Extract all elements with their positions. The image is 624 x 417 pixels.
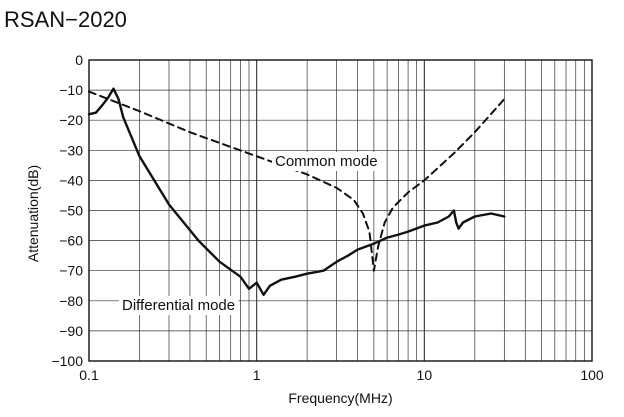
annotation-common-mode: Common mode <box>275 153 378 170</box>
y-tick-label: −20 <box>59 112 83 128</box>
y-tick-label: −60 <box>59 233 83 249</box>
y-tick-label: −30 <box>59 142 83 158</box>
x-tick-label: 0.1 <box>79 367 99 383</box>
series-line-common-mode <box>88 90 506 272</box>
y-tick-label: −70 <box>59 263 83 279</box>
y-tick-label: −10 <box>59 82 83 98</box>
x-axis-label: Frequency(MHz) <box>288 390 392 406</box>
chart-title: RSAN−2020 <box>4 7 127 32</box>
y-tick-label: −40 <box>59 172 83 188</box>
annotation-differential-mode: Differential mode <box>122 297 235 314</box>
x-tick-label: 1 <box>253 367 261 383</box>
plot-frame <box>88 59 593 362</box>
y-tick-label: 0 <box>75 52 83 68</box>
y-tick-labels: 0 −10 −20 −30 −40 −50 −60 −70 −80 −90 −100 <box>51 52 83 369</box>
y-tick-label: −80 <box>59 293 83 309</box>
y-tick-label: −50 <box>59 203 83 219</box>
y-axis-label: Attenuation(dB) <box>25 165 41 262</box>
series-line-differential-mode <box>87 87 506 296</box>
x-tick-labels: 0.1 1 10 100 <box>79 367 604 383</box>
x-tick-label: 10 <box>417 367 433 383</box>
y-tick-label: −100 <box>51 353 83 369</box>
y-tick-label: −90 <box>59 323 83 339</box>
annotation-background <box>272 152 381 171</box>
series-group <box>87 87 506 296</box>
grid <box>89 60 592 361</box>
x-tick-label: 100 <box>580 367 604 383</box>
annotations: Common mode Differential mode <box>119 152 381 315</box>
annotation-background <box>119 296 239 315</box>
